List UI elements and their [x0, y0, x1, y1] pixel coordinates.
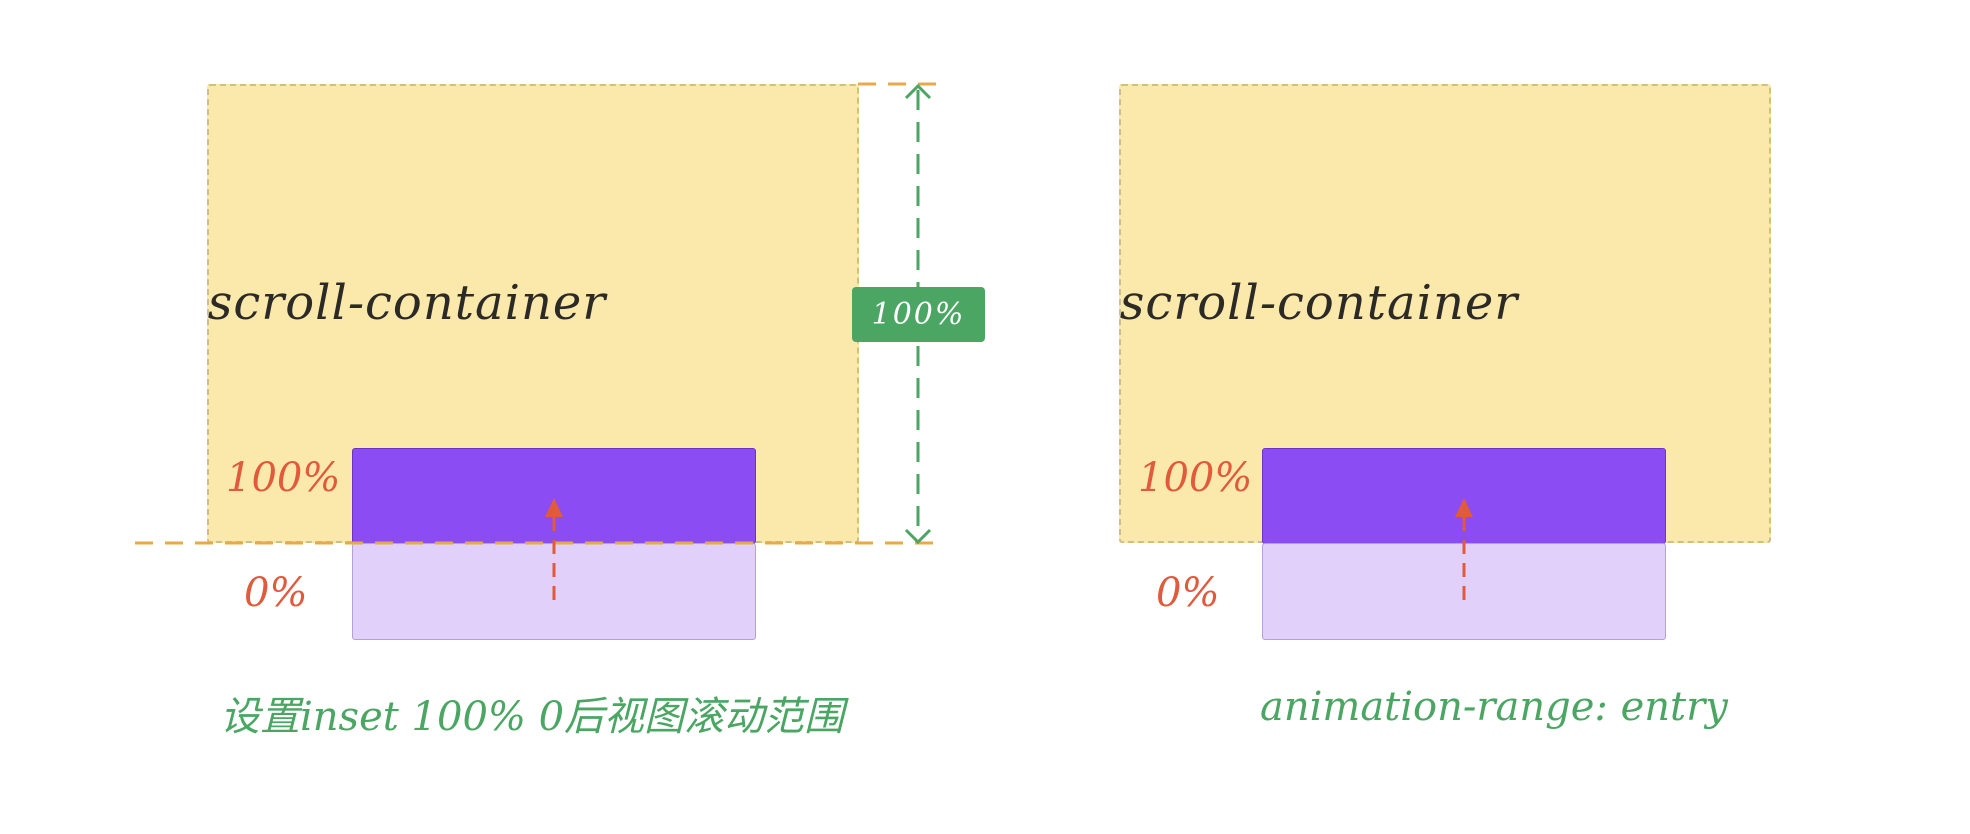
right-diagram-panel: scroll-container 100% 0% — [912, 0, 1897, 834]
arrow-up-icon — [1455, 498, 1473, 600]
marker-100-percent: 100% — [226, 455, 341, 501]
left-caption: 设置inset 100% 0后视图滚动范围 — [220, 694, 845, 740]
scroll-container-label: scroll-container — [1119, 275, 1519, 331]
left-diagram-panel: scroll-container 100% 0% 100% 设置inset 10… — [135, 82, 985, 740]
marker-0-percent: 0% — [1156, 570, 1220, 616]
range-100-percent-badge: 100% — [852, 287, 985, 342]
marker-100-percent: 100% — [1138, 455, 1253, 501]
scroll-container-label: scroll-container — [207, 275, 607, 331]
marker-0-percent: 0% — [244, 570, 308, 616]
right-guides — [1455, 498, 1473, 600]
arrow-up-icon — [545, 498, 563, 600]
right-caption: animation-range: entry — [1260, 684, 1728, 730]
